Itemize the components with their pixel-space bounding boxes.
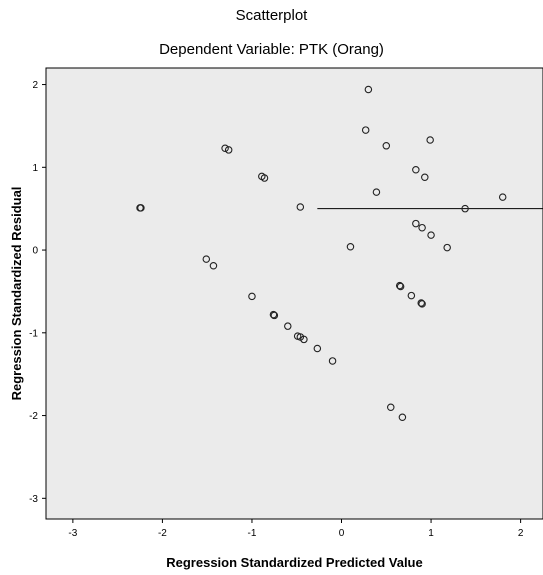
- data-point: [461, 204, 469, 213]
- data-point: [269, 310, 278, 319]
- y-tick-label: -2: [29, 411, 38, 422]
- data-point: [396, 282, 405, 291]
- data-point: [443, 243, 451, 252]
- data-point: [426, 136, 434, 144]
- data-point: [498, 193, 507, 201]
- y-tick-label: 2: [32, 80, 38, 91]
- data-points: [136, 85, 507, 421]
- data-point: [346, 242, 355, 251]
- data-point: [417, 299, 425, 307]
- data-point: [209, 262, 218, 270]
- data-point: [284, 322, 292, 330]
- data-point: [137, 204, 145, 212]
- data-point: [387, 403, 395, 412]
- data-point: [421, 173, 429, 181]
- data-point: [412, 219, 420, 228]
- data-point: [270, 311, 279, 320]
- data-point: [328, 357, 337, 365]
- data-point: [260, 174, 269, 182]
- x-tick-label: 1: [428, 528, 434, 539]
- axis-ticks: -3 -2 -1 0 1 2 -3 -2 -1 0 1 2: [29, 80, 524, 539]
- x-tick-label: -1: [248, 528, 257, 539]
- data-point: [364, 85, 373, 94]
- y-tick-label: -1: [29, 328, 38, 339]
- data-point: [372, 188, 381, 196]
- data-point: [221, 144, 229, 153]
- data-point: [296, 203, 305, 211]
- data-point: [398, 413, 407, 421]
- chart-subtitle: Dependent Variable: PTK (Orang): [159, 41, 384, 58]
- x-tick-label: -3: [68, 528, 77, 539]
- data-point: [395, 281, 404, 290]
- y-axis-title: Regression Standardized Residual: [9, 187, 24, 401]
- data-point: [412, 166, 420, 174]
- x-tick-label: 0: [339, 528, 345, 539]
- y-tick-label: 1: [32, 163, 38, 174]
- data-point: [382, 142, 391, 150]
- data-point: [313, 344, 322, 353]
- plot-area: [45, 67, 543, 520]
- x-tick-label: 2: [518, 528, 524, 539]
- data-point: [300, 335, 308, 344]
- data-point: [248, 292, 256, 301]
- data-point: [202, 255, 211, 263]
- data-point: [427, 231, 435, 239]
- data-point: [418, 300, 426, 308]
- y-tick-label: -3: [29, 494, 38, 505]
- data-point: [418, 223, 426, 232]
- data-point: [407, 291, 416, 300]
- data-point: [361, 126, 370, 134]
- x-tick-label: -2: [158, 528, 167, 539]
- chart-title: Scatterplot: [235, 7, 308, 24]
- y-tick-label: 0: [32, 246, 38, 257]
- x-axis-title: Regression Standardized Predicted Value: [166, 555, 422, 570]
- data-point: [224, 146, 233, 154]
